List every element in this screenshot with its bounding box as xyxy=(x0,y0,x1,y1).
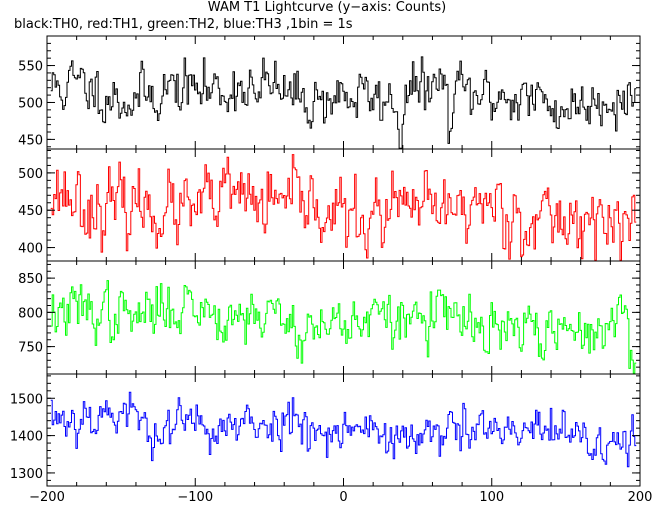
series-th0 xyxy=(50,56,637,149)
y-tick-label: 450 xyxy=(18,204,43,219)
series-th2 xyxy=(50,280,637,374)
series-th3 xyxy=(50,391,637,468)
x-tick-label: −100 xyxy=(177,490,213,505)
y-tick-label: 1300 xyxy=(10,467,43,482)
y-tick-label: 1500 xyxy=(10,392,43,407)
x-tick-label: −200 xyxy=(29,490,65,505)
x-tick-label: 0 xyxy=(339,490,347,505)
y-tick-label: 450 xyxy=(18,133,43,148)
y-tick-label: 400 xyxy=(18,242,43,257)
y-tick-label: 750 xyxy=(18,341,43,356)
x-tick-label: 100 xyxy=(479,490,504,505)
y-tick-label: 850 xyxy=(18,272,43,287)
y-tick-label: 800 xyxy=(18,306,43,321)
panel-frame-th3 xyxy=(46,373,641,487)
chart-subtitle: black:TH0, red:TH1, green:TH2, blue:TH3 … xyxy=(14,17,353,32)
y-tick-label: 1400 xyxy=(10,430,43,445)
y-tick-label: 500 xyxy=(18,167,43,182)
y-tick-label: 500 xyxy=(18,96,43,111)
series-th1 xyxy=(50,154,637,261)
panel-frame-th0 xyxy=(46,35,641,150)
x-tick-label: 200 xyxy=(628,490,653,505)
panel-frame-th1 xyxy=(46,148,641,262)
y-tick-label: 550 xyxy=(18,60,43,75)
chart-title: WAM T1 Lightcurve (y−axis: Counts) xyxy=(207,0,447,15)
panel-frame-th2 xyxy=(46,260,641,375)
